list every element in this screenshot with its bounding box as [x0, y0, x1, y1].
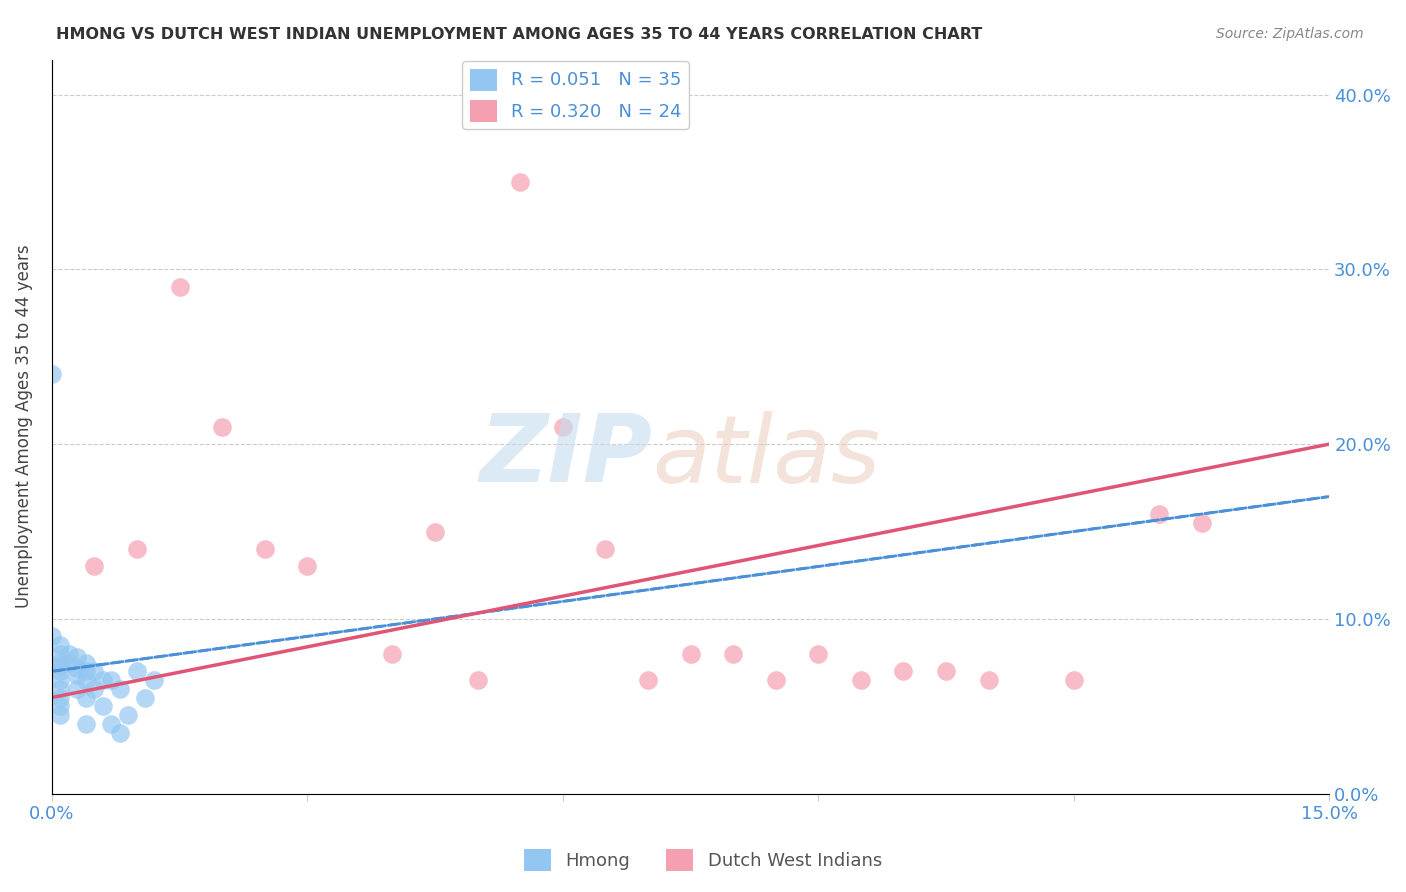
- Point: [100, 673, 122, 687]
- Point: [935, 665, 957, 679]
- Point: [66, 681, 89, 696]
- Point: [211, 419, 233, 434]
- Point: [253, 541, 276, 556]
- Point: [807, 647, 830, 661]
- Point: [58, 647, 80, 661]
- Point: [83, 681, 105, 696]
- Point: [134, 690, 156, 705]
- Legend: Hmong, Dutch West Indians: Hmong, Dutch West Indians: [516, 842, 890, 879]
- Point: [765, 673, 787, 687]
- Point: [49, 690, 72, 705]
- Point: [551, 419, 574, 434]
- Point: [125, 541, 148, 556]
- Point: [66, 668, 89, 682]
- Point: [75, 716, 97, 731]
- Point: [49, 638, 72, 652]
- Point: [66, 661, 89, 675]
- Point: [423, 524, 446, 539]
- Point: [49, 673, 72, 687]
- Point: [679, 647, 702, 661]
- Point: [637, 673, 659, 687]
- Point: [49, 708, 72, 723]
- Point: [91, 699, 114, 714]
- Point: [849, 673, 872, 687]
- Point: [75, 673, 97, 687]
- Point: [58, 656, 80, 670]
- Y-axis label: Unemployment Among Ages 35 to 44 years: Unemployment Among Ages 35 to 44 years: [15, 244, 32, 608]
- Point: [125, 665, 148, 679]
- Point: [1063, 673, 1085, 687]
- Point: [49, 699, 72, 714]
- Point: [41, 629, 63, 643]
- Point: [108, 681, 131, 696]
- Point: [108, 725, 131, 739]
- Point: [49, 659, 72, 673]
- Point: [169, 280, 191, 294]
- Point: [977, 673, 1000, 687]
- Text: ZIP: ZIP: [479, 410, 652, 502]
- Point: [49, 681, 72, 696]
- Point: [75, 656, 97, 670]
- Text: HMONG VS DUTCH WEST INDIAN UNEMPLOYMENT AMONG AGES 35 TO 44 YEARS CORRELATION CH: HMONG VS DUTCH WEST INDIAN UNEMPLOYMENT …: [56, 27, 983, 42]
- Point: [1147, 507, 1170, 521]
- Point: [66, 650, 89, 665]
- Point: [467, 673, 489, 687]
- Text: atlas: atlas: [652, 410, 880, 501]
- Point: [100, 716, 122, 731]
- Point: [75, 665, 97, 679]
- Point: [297, 559, 319, 574]
- Point: [83, 665, 105, 679]
- Point: [595, 541, 617, 556]
- Point: [1191, 516, 1213, 530]
- Point: [49, 656, 72, 670]
- Point: [142, 673, 165, 687]
- Point: [509, 175, 531, 189]
- Point: [91, 673, 114, 687]
- Point: [41, 368, 63, 382]
- Point: [83, 559, 105, 574]
- Point: [75, 690, 97, 705]
- Text: Source: ZipAtlas.com: Source: ZipAtlas.com: [1216, 27, 1364, 41]
- Point: [893, 665, 915, 679]
- Point: [49, 665, 72, 679]
- Point: [381, 647, 404, 661]
- Legend: R = 0.051   N = 35, R = 0.320   N = 24: R = 0.051 N = 35, R = 0.320 N = 24: [463, 62, 689, 128]
- Point: [49, 647, 72, 661]
- Point: [117, 708, 139, 723]
- Point: [721, 647, 744, 661]
